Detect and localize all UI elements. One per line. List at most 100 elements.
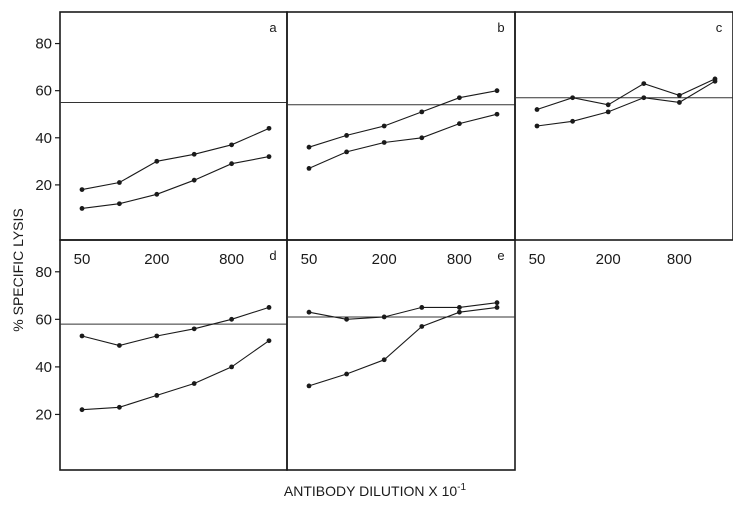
- series-1: [306, 88, 500, 150]
- data-point: [381, 140, 387, 145]
- data-point: [381, 357, 387, 363]
- data-point: [79, 333, 85, 339]
- series-line: [81, 340, 270, 411]
- series-2: [534, 78, 718, 129]
- panel-c: 50 200 800 c: [514, 11, 733, 268]
- data-point: [154, 333, 160, 339]
- data-point: [419, 109, 425, 115]
- series-line: [536, 78, 716, 111]
- series-2: [79, 154, 272, 211]
- panel-frame: [59, 11, 288, 241]
- data-point: [605, 109, 611, 115]
- x-tick-label: 200: [372, 251, 397, 268]
- data-point: [229, 316, 235, 322]
- panel-frame: [286, 11, 516, 241]
- data-point: [266, 305, 272, 310]
- data-point: [570, 118, 575, 124]
- data-point: [494, 88, 500, 94]
- panel-a: 20 40 60 80 50 200 800 a: [35, 11, 288, 268]
- x-tick-label: 200: [144, 251, 169, 268]
- series-line: [308, 90, 498, 148]
- data-point: [534, 107, 540, 112]
- data-point: [344, 149, 349, 155]
- x-tick-label: 50: [74, 251, 91, 268]
- series-line: [81, 306, 270, 347]
- data-point: [381, 123, 387, 129]
- series-line: [81, 127, 270, 191]
- x-axis-title: ANTIBODY DILUTION X 10-1: [284, 482, 467, 499]
- data-point: [306, 383, 312, 389]
- series-1: [79, 305, 272, 348]
- data-point: [79, 407, 85, 413]
- y-tick-label: 20: [35, 406, 52, 423]
- x-tick-label: 200: [596, 251, 621, 268]
- series-line: [308, 113, 498, 169]
- series-line: [308, 302, 498, 320]
- data-point: [570, 95, 575, 101]
- y-tick-label: 60: [35, 311, 52, 328]
- panel-frame: [286, 239, 516, 471]
- data-point: [677, 92, 682, 98]
- data-point: [229, 142, 235, 148]
- data-point: [712, 78, 718, 84]
- data-point: [266, 154, 272, 160]
- y-tick-label: 40: [35, 130, 52, 147]
- data-point: [494, 305, 500, 310]
- x-tick-label: 800: [219, 251, 244, 268]
- x-tick-label: 50: [529, 251, 546, 268]
- data-point: [457, 121, 462, 127]
- series-2: [306, 111, 500, 171]
- data-point: [494, 111, 500, 117]
- series-1: [534, 76, 718, 112]
- data-point: [79, 187, 85, 193]
- x-tick-label: 800: [447, 251, 472, 268]
- series-line: [81, 156, 270, 209]
- data-point: [419, 135, 425, 141]
- series-line: [308, 306, 498, 387]
- data-point: [306, 166, 312, 171]
- panel-frame: [514, 11, 733, 241]
- data-point: [117, 201, 122, 207]
- data-point: [306, 144, 312, 150]
- data-point: [641, 81, 647, 86]
- data-point: [117, 404, 122, 410]
- series-line: [536, 80, 716, 127]
- data-point: [605, 102, 611, 108]
- x-axis-label: ANTIBODY DILUTION X 10: [284, 483, 457, 499]
- data-point: [117, 180, 122, 185]
- data-point: [344, 316, 349, 322]
- data-point: [344, 133, 349, 138]
- y-axis-title: % SPECIFIC LYSIS: [10, 208, 26, 331]
- panel-d: 20 40 60 80 d: [35, 239, 288, 471]
- panel-e: e: [286, 239, 516, 471]
- y-tick-label: 60: [35, 83, 52, 100]
- data-point: [344, 371, 349, 377]
- svg-text:ANTIBODY DILUTION X 10-1: ANTIBODY DILUTION X 10-1: [284, 482, 467, 499]
- panel-letter: d: [269, 248, 276, 263]
- data-point: [266, 125, 272, 131]
- data-point: [117, 343, 122, 348]
- y-tick-label: 80: [35, 36, 52, 53]
- y-tick-label: 40: [35, 359, 52, 376]
- y-tick-label: 80: [35, 264, 52, 281]
- data-point: [534, 123, 540, 129]
- panel-letter: c: [716, 20, 723, 35]
- data-point: [677, 100, 682, 105]
- data-point: [191, 326, 197, 332]
- data-point: [457, 95, 462, 101]
- data-point: [457, 309, 462, 315]
- data-point: [457, 305, 462, 310]
- data-point: [191, 177, 197, 183]
- data-point: [381, 314, 387, 320]
- data-point: [641, 95, 647, 101]
- data-point: [154, 158, 160, 164]
- data-point: [229, 161, 235, 167]
- series-2: [306, 305, 500, 389]
- series-1: [306, 300, 500, 322]
- series-2: [79, 338, 272, 413]
- x-axis-exponent: -1: [457, 482, 466, 493]
- data-point: [266, 338, 272, 344]
- x-tick-label: 800: [667, 251, 692, 268]
- data-point: [419, 305, 425, 310]
